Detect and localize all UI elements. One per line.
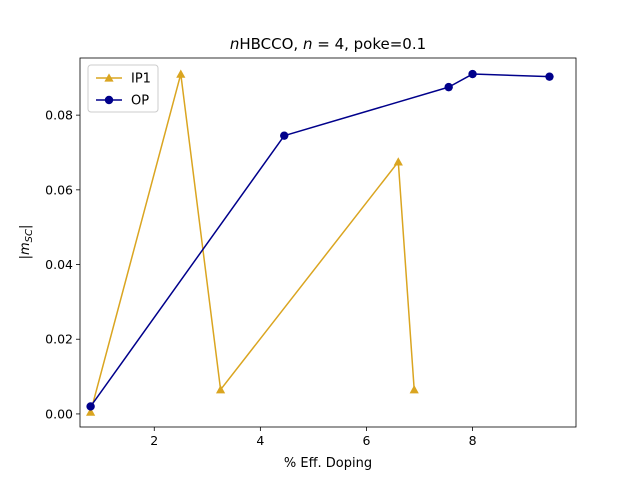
title-main: HBCCO,: [239, 35, 303, 53]
legend: IP1 OP: [87, 64, 159, 113]
title-italic-n: n: [230, 35, 240, 53]
x-tick-label: 4: [256, 433, 264, 448]
data-point-ip1: [409, 385, 419, 394]
y-label-close-bar: |: [18, 225, 33, 229]
y-label-open-bar: |: [18, 255, 33, 259]
y-tick-label: 0.04: [45, 257, 73, 272]
y-tick-label: 0.00: [45, 406, 73, 421]
x-tick-label: 8: [469, 433, 477, 448]
legend-marker-op: [104, 95, 114, 105]
y-label-m: m: [18, 242, 33, 255]
legend-label-op: OP: [131, 94, 149, 109]
x-tick-label: 6: [362, 433, 370, 448]
x-axis-label: % Eff. Doping: [284, 456, 372, 471]
axes-frame: [79, 57, 577, 428]
data-point-op: [280, 131, 289, 140]
legend-label-ip1: IP1: [131, 72, 151, 87]
y-label-sub: SC: [24, 229, 35, 242]
data-point-op: [86, 402, 95, 411]
data-point-ip1: [86, 407, 96, 416]
x-tick-label: 2: [150, 433, 158, 448]
data-point-op: [468, 69, 477, 79]
y-tick-label: 0.02: [45, 332, 73, 347]
data-point-ip1: [393, 157, 403, 166]
y-axis-label: |mSC|: [18, 225, 35, 260]
chart-title: nHBCCO, n = 4, poke=0.1: [230, 35, 426, 53]
data-point-op: [545, 72, 554, 81]
data-point-ip1: [215, 385, 226, 394]
data-point-ip1: [176, 69, 186, 78]
y-tick-label: 0.08: [45, 108, 73, 123]
y-tick-label: 0.06: [45, 182, 73, 197]
data-point-op: [444, 82, 453, 92]
legend-marker-ip1: [104, 73, 114, 82]
title-rest: = 4, poke=0.1: [312, 35, 426, 53]
title-italic-n-var: n: [303, 35, 313, 53]
plot-area: 2 4 6 8 0.00 0.02 0.04 0.06 0.08 IP1 OP: [45, 57, 577, 448]
